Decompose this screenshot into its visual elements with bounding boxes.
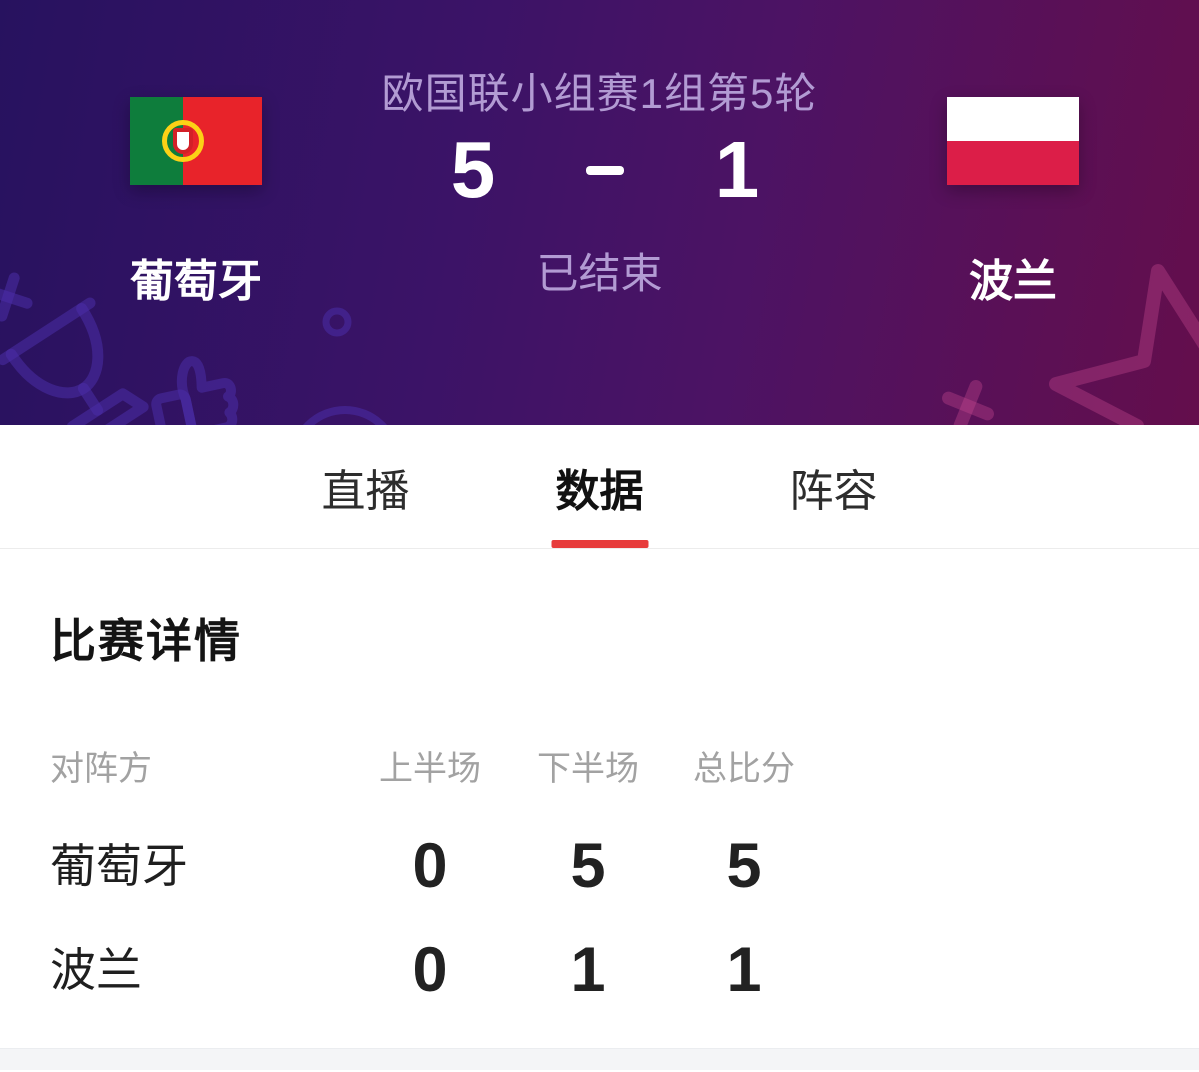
row-second-half: 1: [570, 935, 606, 1005]
row-second-half: 5: [570, 831, 606, 901]
match-status: 已结束: [536, 250, 663, 297]
ring-icon: [322, 307, 352, 337]
home-team: 葡萄牙: [130, 97, 262, 309]
active-tab-underline: [551, 540, 648, 548]
trophy-icon: [0, 297, 149, 425]
home-team-name: 葡萄牙: [130, 257, 262, 306]
table-row: 波兰 0 1 1: [50, 935, 822, 1005]
row-first-half: 0: [412, 831, 448, 901]
match-detail-table: 对阵方 上半场 下半场 总比分 葡萄牙 0 5 5 波兰 0 1 1: [50, 741, 822, 1005]
table-row: 葡萄牙 0 5 5: [50, 831, 822, 901]
portugal-flag-icon: [130, 97, 262, 185]
portugal-emblem-ring: [162, 120, 204, 162]
tab-live-label: 直播: [321, 466, 410, 516]
row-team-name: 波兰: [50, 944, 142, 996]
cross-icon: [942, 380, 994, 425]
row-total: 1: [726, 935, 762, 1005]
section-title: 比赛详情: [50, 615, 242, 667]
competition-title: 欧国联小组赛1组第5轮: [381, 70, 818, 117]
row-first-half: 0: [412, 935, 448, 1005]
portugal-emblem-shield: [173, 128, 193, 154]
tab-lineup-label: 阵容: [789, 466, 878, 516]
tab-stats[interactable]: 数据: [551, 425, 648, 548]
bottom-scroll-band: [0, 1048, 1199, 1070]
away-score: 1: [714, 125, 760, 214]
poland-flag-icon: [947, 97, 1079, 185]
col-header-total: 总比分: [693, 750, 795, 788]
scoreboard-header: 欧国联小组赛1组第5轮 葡萄牙 5 1 已结束 波兰: [0, 0, 1199, 425]
target-icon: [302, 406, 388, 425]
away-team-name: 波兰: [969, 257, 1057, 306]
col-header-first-half: 上半场: [379, 750, 481, 788]
score-separator: [586, 165, 624, 175]
row-total: 5: [726, 831, 762, 901]
tab-live[interactable]: 直播: [322, 425, 410, 548]
away-team: 波兰: [947, 97, 1079, 309]
tab-lineup[interactable]: 阵容: [790, 425, 878, 548]
thumbs-up-icon: [151, 356, 239, 425]
table-header-row: 对阵方 上半场 下半场 总比分: [50, 741, 822, 790]
tab-stats-label: 数据: [555, 466, 644, 516]
col-header-team: 对阵方: [50, 750, 152, 788]
score-row: 5 1: [413, 128, 797, 212]
home-score: 5: [450, 125, 496, 214]
col-header-second-half: 下半场: [537, 750, 639, 788]
poland-flag-red-stripe: [947, 141, 1079, 185]
row-team-name: 葡萄牙: [50, 840, 188, 892]
tab-bar: 直播 数据 阵容: [0, 425, 1199, 549]
